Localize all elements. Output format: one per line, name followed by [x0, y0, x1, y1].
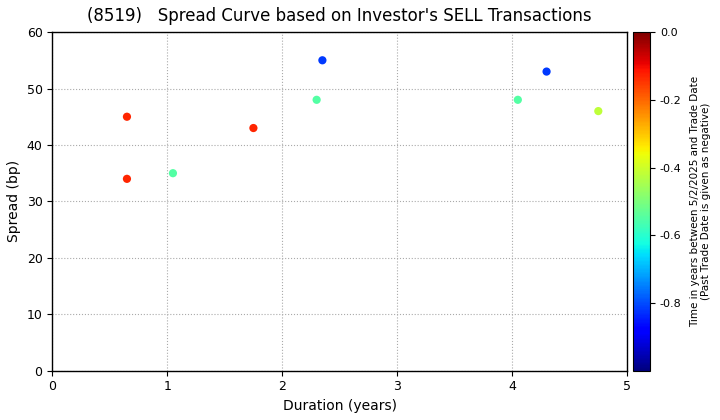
Y-axis label: Spread (bp): Spread (bp)	[7, 160, 21, 242]
Point	[121, 113, 132, 120]
Point	[121, 176, 132, 182]
Y-axis label: Time in years between 5/2/2025 and Trade Date
(Past Trade Date is given as negat: Time in years between 5/2/2025 and Trade…	[690, 76, 711, 327]
Point	[541, 68, 552, 75]
Point	[167, 170, 179, 176]
Point	[311, 97, 323, 103]
Point	[317, 57, 328, 64]
Title: (8519)   Spread Curve based on Investor's SELL Transactions: (8519) Spread Curve based on Investor's …	[87, 7, 592, 25]
X-axis label: Duration (years): Duration (years)	[283, 399, 397, 413]
Point	[593, 108, 604, 115]
Point	[248, 125, 259, 131]
Point	[512, 97, 523, 103]
